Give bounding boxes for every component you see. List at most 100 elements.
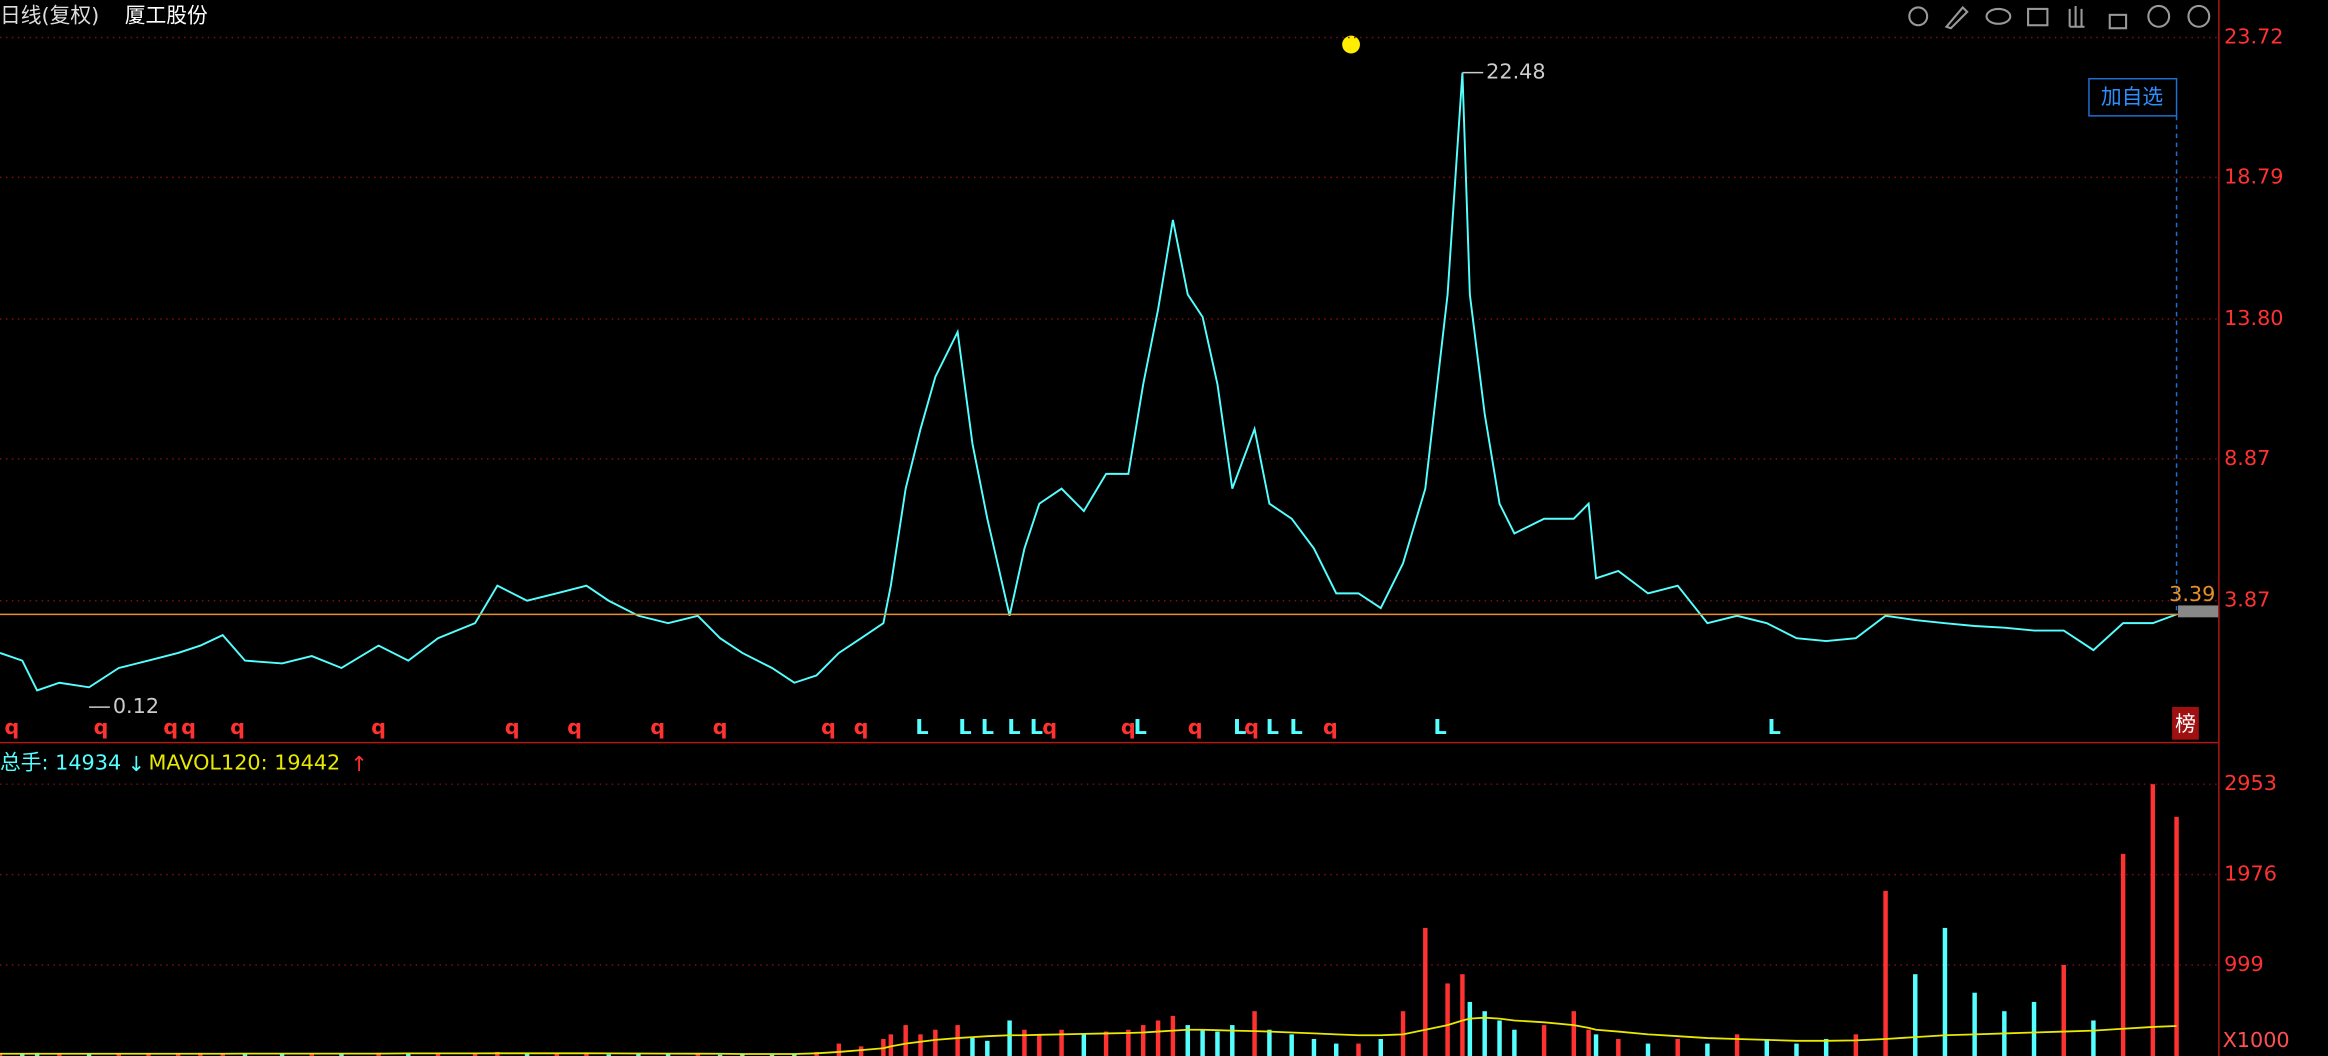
- volume-bar: [1230, 1025, 1235, 1056]
- draw-icon[interactable]: [1944, 5, 1969, 30]
- volume-bar: [1942, 927, 1948, 1056]
- volume-bar: [1645, 1043, 1651, 1056]
- y-tick-label: 999: [2224, 952, 2264, 976]
- volume-bar: [1541, 1025, 1547, 1056]
- volume-bar: [524, 1052, 530, 1056]
- volume-bar: [1267, 1029, 1272, 1056]
- volume-bar: [1022, 1029, 1027, 1056]
- volume-bar: [769, 1054, 775, 1056]
- signal-marker: q: [181, 715, 196, 739]
- zoom-in-icon[interactable]: [2147, 4, 2171, 28]
- mavol-arrow: ↑: [350, 752, 367, 776]
- signal-marker: L: [1233, 715, 1246, 739]
- toolbar: [1908, 4, 2211, 30]
- signal-marker: q: [163, 715, 178, 739]
- hand-icon[interactable]: [2068, 5, 2085, 28]
- signal-marker: q: [1188, 715, 1203, 739]
- volume-bar: [1037, 1034, 1042, 1056]
- volume-bar: [918, 1034, 923, 1056]
- volume-bar: [2031, 1001, 2037, 1056]
- volume-bar: [1593, 1034, 1599, 1056]
- volume-bar: [1794, 1043, 1799, 1056]
- volume-bar: [472, 1053, 478, 1056]
- period-label: 日线(复权): [0, 3, 99, 27]
- volume-bar: [1333, 1043, 1339, 1056]
- volume-bar: [1497, 1020, 1502, 1056]
- signal-marker: q: [821, 715, 836, 739]
- mavol-line: [0, 1016, 2177, 1055]
- volume-bar: [2174, 816, 2179, 1056]
- volume-bar: [1705, 1043, 1710, 1056]
- marker-dot: [1342, 35, 1360, 54]
- signal-marker: q: [1244, 715, 1259, 739]
- volume-bar: [406, 1053, 411, 1056]
- volume-bar: [1155, 1020, 1161, 1056]
- y-tick-label: 3.87: [2224, 588, 2270, 612]
- volume-bar: [955, 1025, 960, 1056]
- volume-bar: [1200, 1029, 1205, 1056]
- volume-bar: [1571, 1011, 1577, 1056]
- volume-bar: [1126, 1029, 1131, 1056]
- signal-marker: L: [1768, 715, 1781, 739]
- signal-marker: q: [4, 715, 19, 739]
- volume-bar: [792, 1054, 797, 1056]
- settings-icon[interactable]: [1908, 6, 1929, 27]
- volume-bar: [1103, 1031, 1109, 1056]
- volume-bar: [86, 1053, 92, 1056]
- signal-marker: q: [854, 715, 869, 739]
- volume-unit: X1000: [2223, 1028, 2290, 1052]
- volume-bar: [903, 1025, 908, 1056]
- volume-bar: [0, 1053, 3, 1056]
- volume-bar: [1007, 1020, 1012, 1056]
- volume-bar: [1675, 1038, 1680, 1056]
- volume-bar: [606, 1054, 611, 1056]
- volume-bar: [1482, 1011, 1487, 1056]
- zoom-out-icon[interactable]: [2187, 4, 2211, 28]
- box-icon[interactable]: [2027, 7, 2049, 27]
- volume-bar: [836, 1043, 842, 1056]
- volume-bar: [1356, 1043, 1361, 1056]
- volume-bar: [584, 1053, 589, 1056]
- volume-bar: [1586, 1029, 1591, 1056]
- signal-marker: L: [1434, 715, 1447, 739]
- signal-marker: q: [650, 715, 665, 739]
- annotation-label: 22.48: [1486, 60, 1545, 84]
- signal-marker: q: [1121, 715, 1136, 739]
- volume-bar: [435, 1053, 441, 1056]
- signal-marker: q: [567, 715, 582, 739]
- volume-bar: [1512, 1029, 1517, 1056]
- volume-bar: [1311, 1038, 1317, 1056]
- volume-bar: [1081, 1034, 1087, 1056]
- view-icon[interactable]: [1985, 7, 2012, 25]
- volume-bar: [309, 1053, 315, 1056]
- volume-bar: [1616, 1038, 1621, 1056]
- volume-bar: [20, 1054, 25, 1056]
- volume-bar: [888, 1034, 894, 1056]
- volume-bar: [279, 1053, 285, 1056]
- signal-marker: L: [1007, 715, 1020, 739]
- volume-bar: [665, 1054, 671, 1056]
- volume-bar: [1215, 1031, 1220, 1056]
- volume-bar: [1883, 890, 1888, 1056]
- y-tick-label: 13.80: [2224, 306, 2283, 330]
- volume-bar: [1378, 1038, 1383, 1056]
- volume-bar: [2150, 784, 2156, 1056]
- volume-bar: [146, 1053, 151, 1056]
- add-button-frame[interactable]: [2088, 77, 2178, 117]
- add-button[interactable]: 加自选: [2101, 85, 2164, 109]
- volume-bar: [740, 1054, 745, 1056]
- signal-marker: q: [1323, 715, 1338, 739]
- volume-bar: [1467, 1001, 1473, 1056]
- volume-bar: [116, 1054, 122, 1056]
- volume-bar: [717, 1054, 723, 1056]
- lock-icon[interactable]: [2108, 13, 2128, 30]
- volume-bar: [1252, 1011, 1257, 1056]
- volume-bar: [1460, 974, 1465, 1056]
- volume-bar: [1734, 1034, 1740, 1056]
- signal-marker: L: [1030, 715, 1043, 739]
- y-tick-label: 8.87: [2224, 446, 2270, 470]
- signal-marker: L: [915, 715, 928, 739]
- y-tick-label: 18.79: [2224, 164, 2283, 188]
